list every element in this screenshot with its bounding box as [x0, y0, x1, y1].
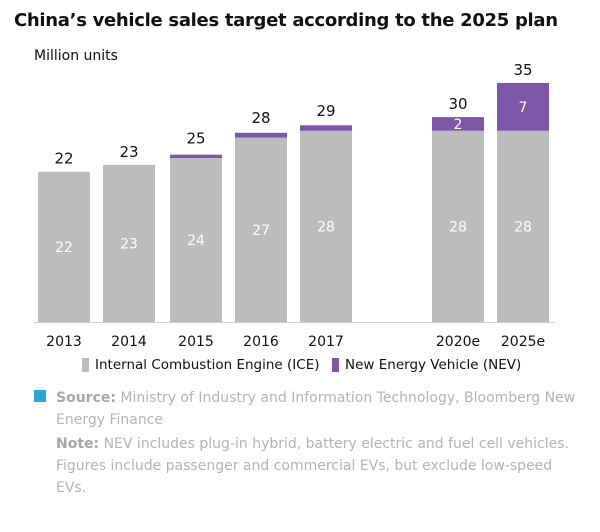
- bar-ice-2025e: [497, 130, 549, 322]
- legend-item-ice: Internal Combustion Engine (ICE): [82, 357, 320, 373]
- total-label-2014: 23: [119, 143, 138, 161]
- data-label-ice-2017: 28: [317, 219, 335, 235]
- total-label-2016: 28: [251, 109, 270, 127]
- chart-title: China’s vehicle sales target according t…: [14, 10, 558, 31]
- data-label-nev-2025e: 7: [519, 100, 528, 116]
- data-label-ice-2013: 22: [55, 240, 73, 256]
- data-label-nev-2020e: 2: [454, 117, 463, 133]
- note-label: Note:: [56, 436, 100, 452]
- data-label-ice-2025e: 28: [514, 219, 532, 235]
- x-tick-label-2015: 2015: [178, 334, 214, 350]
- x-tick-label-2016: 2016: [243, 334, 279, 350]
- stacked-bar-chart: 2222201323232014242520152728201628292017…: [34, 61, 555, 350]
- bar-ice-2016: [235, 137, 287, 322]
- source-note: Source: Ministry of Industry and Informa…: [56, 387, 576, 431]
- bar-nev-2015: [170, 154, 222, 159]
- legend-swatch-nev: [332, 358, 339, 372]
- source-marker: [34, 390, 46, 402]
- bar-nev-2017: [300, 125, 352, 131]
- total-label-2025e: 35: [513, 61, 532, 79]
- y-axis-label: Million units: [34, 48, 118, 64]
- note-text-block: Note: NEV includes plug-in hybrid, batte…: [56, 433, 576, 499]
- bar-ice-2017: [300, 130, 352, 322]
- bar-ice-2013: [38, 171, 90, 322]
- data-label-ice-2020e: 28: [449, 219, 467, 235]
- bar-ice-2015: [170, 158, 222, 322]
- total-label-2015: 25: [186, 129, 205, 147]
- legend-label-ice: Internal Combustion Engine (ICE): [95, 357, 320, 373]
- legend-label-nev: New Energy Vehicle (NEV): [345, 357, 522, 373]
- data-label-ice-2015: 24: [187, 233, 205, 249]
- chart-footer: Source: Ministry of Industry and Informa…: [56, 387, 576, 501]
- x-tick-label-2014: 2014: [111, 334, 147, 350]
- bar-nev-2025e: [497, 82, 549, 131]
- bar-nev-2020e: [432, 117, 484, 131]
- x-tick-label-2013: 2013: [46, 334, 82, 350]
- legend-swatch-ice: [82, 358, 89, 372]
- total-label-2020e: 30: [448, 95, 467, 113]
- x-tick-label-2020e: 2020e: [436, 334, 480, 350]
- x-tick-label-2025e: 2025e: [501, 334, 545, 350]
- data-label-ice-2014: 23: [120, 236, 138, 252]
- bar-ice-2014: [103, 164, 155, 322]
- bar-nev-2016: [235, 132, 287, 138]
- source-label: Source:: [56, 390, 116, 406]
- note-text: NEV includes plug-in hybrid, battery ele…: [56, 436, 570, 496]
- bar-ice-2020e: [432, 130, 484, 322]
- data-label-ice-2016: 27: [252, 223, 270, 239]
- source-text: Ministry of Industry and Information Tec…: [56, 390, 576, 428]
- legend-item-nev: New Energy Vehicle (NEV): [332, 357, 521, 373]
- x-tick-label-2017: 2017: [308, 334, 344, 350]
- total-label-2013: 22: [54, 150, 73, 168]
- total-label-2017: 29: [316, 102, 335, 120]
